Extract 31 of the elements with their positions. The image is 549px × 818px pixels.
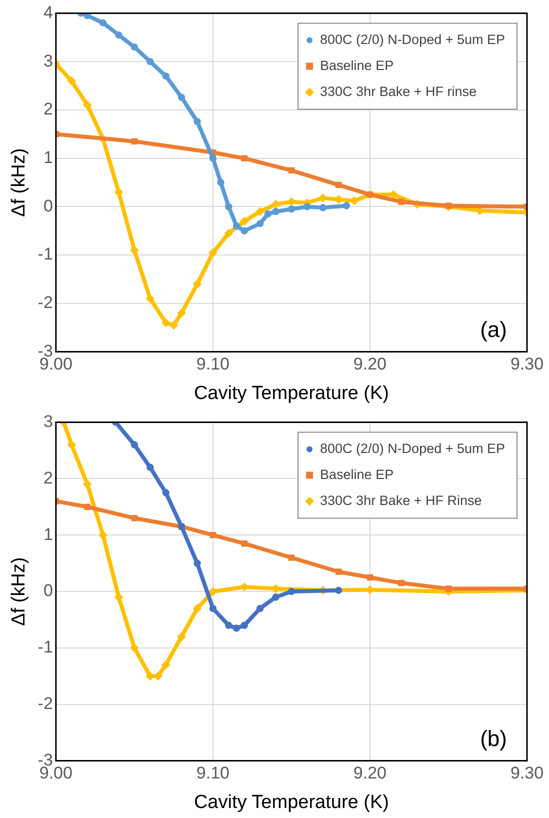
legend-label: 800C (2/0) N-Doped + 5um EP [320, 440, 506, 456]
annotation: (b) [480, 726, 507, 751]
y-tick-label: 0 [43, 196, 53, 216]
y-tick-label: 0 [43, 581, 53, 600]
y-tick-label: 4 [43, 2, 53, 22]
y-tick-label: -1 [38, 244, 53, 264]
x-tick-label: 9.20 [353, 764, 387, 783]
y-tick-label: 2 [43, 100, 53, 119]
x-axis-title: Cavity Temperature (K) [194, 382, 389, 404]
legend-label: 330C 3hr Bake + HF Rinse [320, 492, 482, 508]
y-tick-label: -1 [38, 638, 53, 657]
y-tick-label: 1 [43, 148, 53, 167]
x-tick-label: 9.10 [196, 354, 230, 374]
y-tick-label: 3 [43, 51, 53, 70]
x-axis-title: Cavity Temperature (K) [194, 792, 389, 813]
y-axis-title: Δf (kHz) [8, 148, 30, 217]
y-tick-label: -2 [38, 694, 53, 714]
y-tick-label: -2 [38, 293, 53, 312]
x-tick-label: 9.10 [196, 764, 230, 783]
x-tick-label: 9.30 [510, 354, 544, 374]
legend-label: 800C (2/0) N-Doped + 5um EP [320, 32, 506, 47]
legend-label: Baseline EP [320, 58, 394, 73]
y-axis-title: Δf (kHz) [8, 557, 30, 626]
legend-label: 330C 3hr Bake + HF rinse [320, 84, 476, 99]
x-tick-label: 9.20 [353, 354, 387, 374]
y-tick-label: 3 [43, 412, 53, 431]
y-tick-label: 2 [43, 468, 53, 488]
annotation: (a) [480, 316, 507, 342]
y-tick-label: 1 [43, 524, 53, 544]
x-tick-label: 9.30 [510, 764, 544, 783]
legend-label: Baseline EP [320, 466, 394, 482]
